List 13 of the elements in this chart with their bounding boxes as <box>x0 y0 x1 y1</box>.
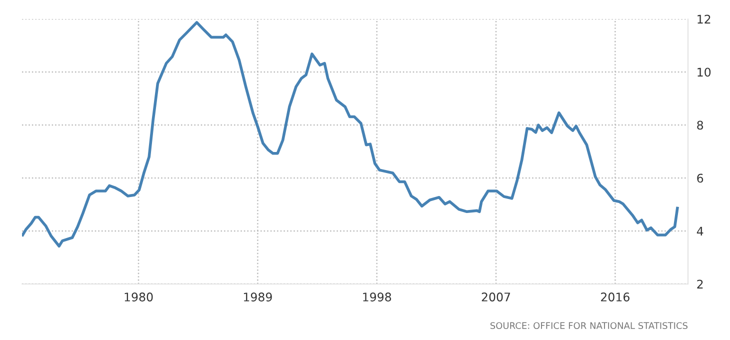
x-tick-label: 2007 <box>482 292 510 302</box>
source-note: SOURCE: OFFICE FOR NATIONAL STATISTICS <box>490 322 688 330</box>
line-series <box>22 21 679 248</box>
x-tick-label: 1989 <box>244 292 272 302</box>
x-tick-label: 1980 <box>124 292 153 302</box>
y-tick-label: 12 <box>698 14 710 24</box>
x-tick-label: 1998 <box>363 292 392 302</box>
y-tick-label: 8 <box>697 120 704 130</box>
y-tick-label: 6 <box>697 174 704 183</box>
x-tick-label: 2016 <box>601 292 630 302</box>
y-tick-label: 2 <box>697 280 703 288</box>
y-tick-label: 10 <box>698 68 711 77</box>
y-tick-label: 4 <box>696 226 704 236</box>
